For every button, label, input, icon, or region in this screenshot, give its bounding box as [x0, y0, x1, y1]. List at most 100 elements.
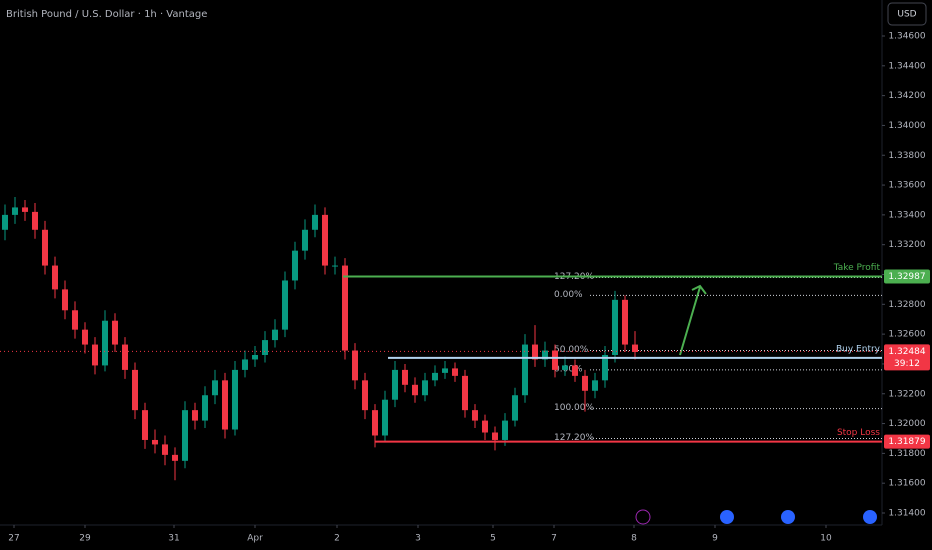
x-tick-label: 3 — [415, 534, 421, 544]
candle-body — [332, 265, 338, 267]
candle-body — [312, 214, 318, 230]
event-icon — [781, 510, 795, 524]
candle-body — [412, 384, 418, 396]
price-tag-label: 1.32987 — [888, 272, 925, 282]
candle-body — [32, 211, 38, 230]
candle-body — [142, 410, 148, 440]
y-tick-label: 1.34200 — [888, 91, 925, 101]
fib-label: 50.00% — [554, 345, 589, 355]
x-tick-label: 5 — [490, 534, 496, 544]
countdown: 39:12 — [894, 359, 920, 369]
x-tick-label: 2 — [334, 534, 340, 544]
candle-body — [292, 250, 298, 281]
y-tick-label: 1.32000 — [888, 419, 925, 429]
y-tick-label: 1.31800 — [888, 449, 925, 459]
candle-body — [52, 265, 58, 290]
candle-body — [472, 410, 478, 421]
x-tick-label: 10 — [820, 534, 832, 544]
candle-body — [12, 207, 18, 215]
candle-body — [582, 375, 588, 391]
candle-body — [2, 214, 8, 230]
candle-body — [452, 368, 458, 376]
last-price-tag — [884, 344, 930, 371]
event-icon — [720, 510, 734, 524]
candle-body — [352, 350, 358, 381]
candle-body — [592, 380, 598, 391]
x-tick-label: 7 — [551, 534, 557, 544]
arrow — [679, 284, 707, 356]
y-tick-label: 1.33400 — [888, 210, 925, 220]
candle-body — [622, 299, 628, 345]
x-tick-label: 8 — [631, 534, 637, 544]
candle-body — [92, 344, 98, 366]
event-icon — [635, 509, 651, 525]
candle-body — [442, 368, 448, 373]
candle-body — [152, 439, 158, 445]
chart-title: British Pound / U.S. Dollar · 1h · Vanta… — [6, 9, 207, 20]
candle-body — [602, 354, 608, 381]
candle-body — [562, 365, 568, 370]
candle-body — [542, 350, 548, 360]
candle-body — [382, 399, 388, 436]
candle-body — [22, 207, 28, 212]
candle-body — [222, 380, 228, 430]
candle-body — [552, 350, 558, 370]
candle-body — [272, 329, 278, 341]
candle-body — [262, 340, 268, 355]
candle-body — [572, 365, 578, 376]
candle-body — [252, 354, 258, 360]
candle-body — [482, 420, 488, 433]
candle-body — [322, 214, 328, 266]
candle-body — [82, 329, 88, 345]
price-tag — [884, 434, 930, 449]
candle-body — [242, 359, 248, 370]
candle-body — [392, 369, 398, 400]
candle-body — [492, 432, 498, 440]
y-tick-label: 1.34600 — [888, 32, 925, 42]
candle-body — [302, 229, 308, 251]
candle-body — [362, 380, 368, 411]
y-tick-label: 1.31600 — [888, 479, 925, 489]
candle-body — [122, 344, 128, 370]
y-tick-label: 1.32800 — [888, 300, 925, 310]
fib-label: 100.00% — [554, 403, 594, 413]
event-icons — [635, 509, 877, 525]
level-label: Stop Loss — [837, 428, 880, 438]
candle-body — [112, 320, 118, 345]
candle-body — [162, 444, 168, 455]
x-tick-label: 27 — [8, 534, 19, 544]
price-tag-label: 1.31879 — [888, 437, 925, 447]
candle-body — [42, 229, 48, 266]
candle-body — [182, 410, 188, 461]
price-tag — [884, 269, 930, 284]
candle-body — [202, 395, 208, 421]
fib-label: 127.20% — [554, 433, 594, 443]
y-tick-label: 1.34400 — [888, 61, 925, 71]
y-tick-label: 1.31400 — [888, 509, 925, 519]
y-tick-label: 1.33600 — [888, 181, 925, 191]
candle-body — [282, 280, 288, 330]
y-tick-label: 1.33200 — [888, 240, 925, 250]
fib-label: 0.00% — [554, 290, 583, 300]
candle-body — [212, 380, 218, 396]
x-tick-label: Apr — [247, 534, 263, 544]
candle-body — [522, 344, 528, 396]
y-tick-label: 1.34000 — [888, 121, 925, 131]
currency-label[interactable]: USD — [897, 10, 916, 20]
candle-body — [342, 265, 348, 351]
x-tick-label: 29 — [79, 534, 91, 544]
candle-body — [612, 299, 618, 355]
x-tick-label: 9 — [712, 534, 718, 544]
candle-body — [132, 369, 138, 411]
x-tick-label: 31 — [168, 534, 179, 544]
candle-body — [172, 454, 178, 461]
candle-body — [72, 310, 78, 330]
candle-body — [192, 410, 198, 421]
fib-label: 0.00% — [554, 364, 583, 374]
candle-body — [372, 410, 378, 436]
currency-button[interactable] — [887, 2, 927, 26]
y-tick-label: 1.32200 — [888, 389, 925, 399]
candle-body — [422, 380, 428, 396]
